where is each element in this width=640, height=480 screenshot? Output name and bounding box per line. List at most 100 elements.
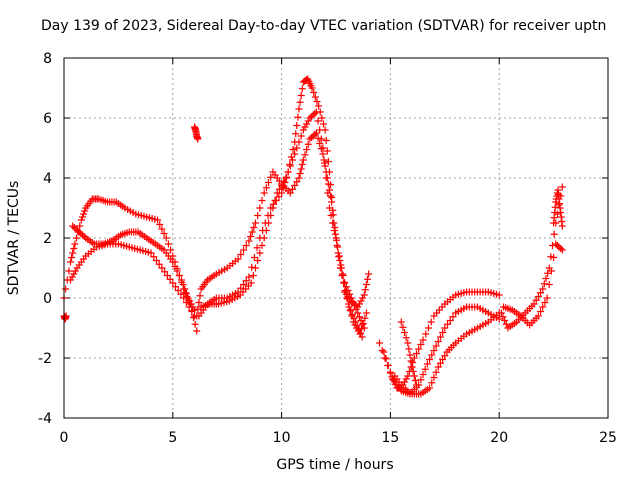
data-point [544, 269, 552, 277]
data-points [60, 75, 566, 398]
data-point [253, 244, 261, 252]
data-point [182, 299, 190, 306]
data-point [314, 134, 322, 142]
data-point [397, 318, 405, 326]
data-point [360, 291, 368, 299]
data-point [321, 159, 329, 167]
x-tick-label: 15 [381, 430, 399, 446]
x-tick-label: 20 [490, 430, 508, 446]
data-point [430, 347, 438, 354]
data-point [543, 294, 551, 302]
data-point [311, 93, 319, 101]
data-point [247, 233, 255, 240]
data-point [495, 291, 503, 299]
data-point [166, 275, 174, 283]
data-point [415, 345, 423, 353]
data-point [80, 210, 88, 218]
data-point [278, 182, 286, 189]
data-point [419, 371, 427, 378]
data-point [275, 193, 283, 201]
data-point [298, 85, 306, 93]
data-point [69, 222, 77, 230]
data-point [282, 174, 290, 182]
data-point [316, 140, 324, 147]
data-point [294, 113, 302, 121]
data-point [70, 245, 78, 252]
data-point [313, 98, 321, 105]
y-tick-label: 0 [43, 291, 52, 307]
data-point [240, 281, 248, 288]
data-point [408, 363, 416, 371]
data-point [558, 246, 566, 254]
series-arc-9 [391, 309, 503, 398]
data-point [251, 219, 259, 227]
data-point [423, 360, 431, 368]
data-point [308, 84, 316, 92]
data-point [163, 272, 171, 279]
data-point [81, 207, 89, 215]
data-point [332, 234, 340, 242]
series-arc-6 [197, 108, 366, 341]
data-point [550, 230, 558, 238]
data-point [534, 293, 542, 300]
data-point [80, 233, 88, 240]
data-point [380, 348, 388, 356]
data-point [73, 234, 81, 242]
data-point [359, 294, 367, 302]
y-tick-label: 8 [43, 51, 52, 67]
data-point [386, 368, 394, 376]
data-point [501, 317, 509, 324]
grid-lines [64, 58, 608, 418]
data-point [62, 285, 70, 293]
data-point [234, 255, 242, 263]
data-point [292, 130, 300, 138]
data-point [250, 224, 258, 231]
data-point [553, 242, 561, 249]
data-point [541, 299, 549, 306]
data-point [325, 186, 333, 194]
data-point [361, 314, 369, 322]
data-point [74, 227, 82, 234]
data-point [284, 168, 292, 176]
data-point [340, 278, 348, 286]
data-point [301, 151, 309, 159]
data-point [449, 313, 457, 321]
data-point [404, 372, 412, 380]
data-point [265, 219, 273, 227]
data-point [308, 134, 316, 141]
data-point [441, 352, 449, 360]
data-point [267, 212, 275, 219]
data-point [254, 212, 262, 219]
data-point [558, 222, 566, 230]
data-point [245, 237, 253, 245]
data-point [303, 120, 311, 128]
data-point [251, 264, 259, 272]
data-point [293, 122, 301, 129]
series-arc-5 [195, 75, 370, 338]
data-point [304, 117, 312, 125]
data-point [293, 178, 301, 186]
data-point [555, 243, 563, 251]
data-point [286, 189, 294, 197]
data-point [350, 314, 358, 322]
data-point [319, 120, 327, 128]
data-point [301, 123, 309, 131]
data-point [289, 146, 297, 153]
data-point [158, 264, 166, 272]
data-point [67, 276, 75, 284]
data-point [240, 246, 248, 254]
data-point [356, 329, 364, 337]
data-point [186, 297, 194, 305]
data-point [384, 362, 392, 369]
data-point [322, 137, 330, 144]
data-point [381, 354, 389, 362]
data-point [237, 251, 245, 258]
data-point [169, 258, 177, 266]
data-point [158, 225, 166, 233]
data-point [405, 345, 413, 353]
data-point [161, 268, 169, 276]
data-point [409, 368, 417, 375]
plot-frame [63, 57, 609, 419]
data-point [539, 285, 547, 293]
data-point [365, 270, 373, 278]
